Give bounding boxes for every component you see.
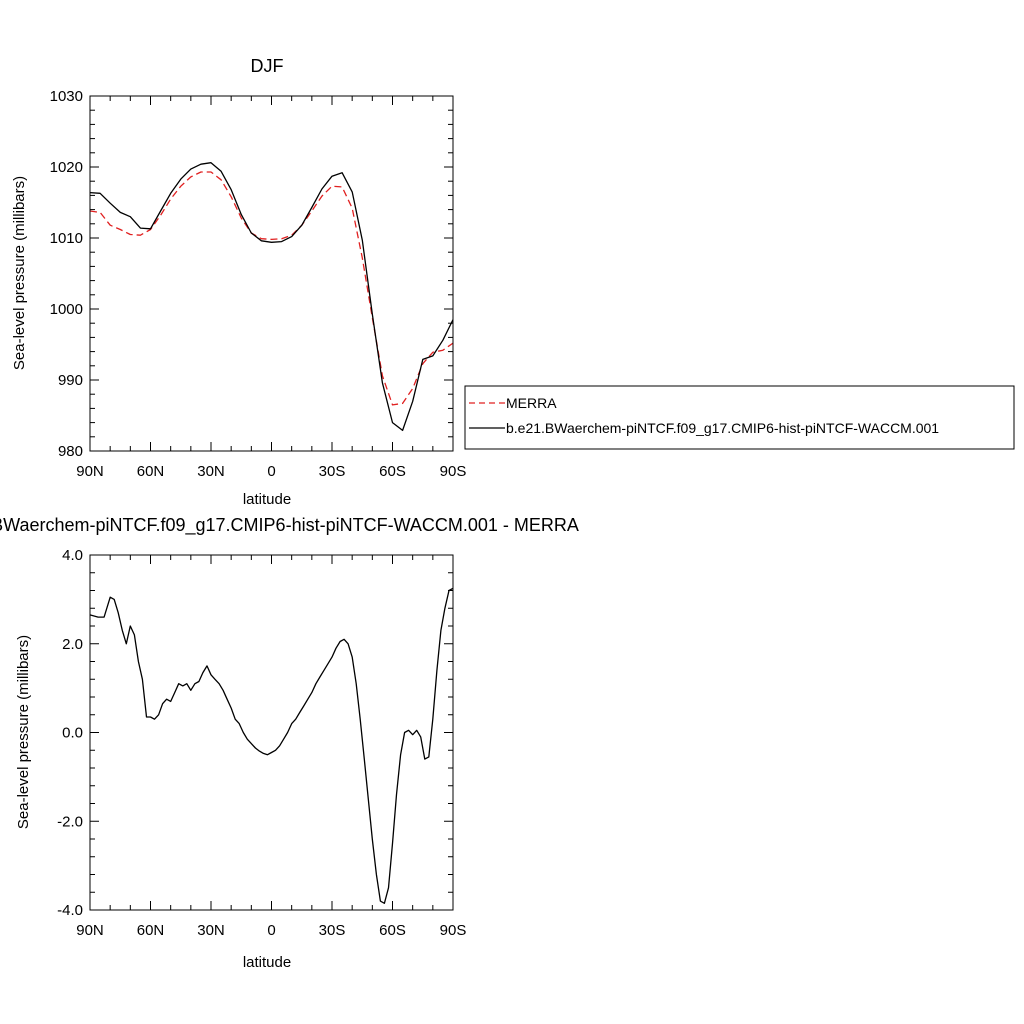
x-tick-label: 90N (76, 922, 104, 939)
x-tick-label: 30N (197, 463, 225, 480)
x-tick-label: 30S (319, 922, 346, 939)
y-tick-label: 1010 (50, 230, 83, 247)
series-lines (89, 162, 454, 432)
y-tick-label: 1030 (50, 88, 83, 105)
chart-djf: DJF Sea-level pressure (millibars) latit… (11, 56, 466, 508)
chart-title: DJF (251, 56, 284, 76)
x-tick-label: 90N (76, 463, 104, 480)
major-ticks: 90N 60N 30N 0 30S 60S 90S 4.0 2.0 0.0 -2.0 -4.0 (57, 547, 466, 939)
y-tick-label: 990 (58, 372, 83, 389)
x-axis-label: latitude (243, 491, 291, 508)
legend-box (464, 385, 1015, 450)
series-line-0 (89, 587, 454, 904)
y-tick-label: 0.0 (62, 725, 83, 742)
x-tick-label: 30N (197, 922, 225, 939)
minor-ticks (90, 96, 453, 451)
x-tick-label: 90S (440, 922, 467, 939)
minor-ticks (90, 555, 453, 910)
chart-title: b.e21.BWaerchem-piNTCF.f09_g17.CMIP6-his… (0, 515, 579, 536)
y-tick-label: 4.0 (62, 547, 83, 564)
y-tick-label: 1000 (50, 301, 83, 318)
x-tick-label: 60S (379, 463, 406, 480)
y-tick-label: 1020 (50, 159, 83, 176)
y-axis-label: Sea-level pressure (millibars) (11, 176, 28, 370)
chart-difference: b.e21.BWaerchem-piNTCF.f09_g17.CMIP6-his… (0, 515, 579, 971)
legend-entry-merra: MERRA (506, 395, 557, 411)
y-tick-label: 2.0 (62, 636, 83, 653)
x-tick-label: 0 (267, 463, 275, 480)
y-tick-label: -4.0 (57, 902, 83, 919)
series-line-0 (89, 171, 454, 406)
series-lines (89, 587, 454, 904)
y-tick-label: 980 (58, 443, 83, 460)
plot-frame (89, 554, 454, 911)
x-axis-label: latitude (243, 954, 291, 971)
y-tick-label: -2.0 (57, 813, 83, 830)
plot-frame (89, 95, 454, 452)
series-line-1 (89, 162, 454, 432)
x-tick-label: 0 (267, 922, 275, 939)
x-tick-label: 30S (319, 463, 346, 480)
y-axis-label: Sea-level pressure (millibars) (15, 635, 32, 829)
major-ticks: 90N 60N 30N 0 30S 60S 90S 1030 1020 1010 1000 990 98… (50, 88, 467, 480)
x-tick-label: 60N (137, 463, 165, 480)
legend-entry-model: b.e21.BWaerchem-piNTCF.f09_g17.CMIP6-his… (506, 420, 939, 436)
x-tick-label: 60S (379, 922, 406, 939)
x-tick-label: 60N (137, 922, 165, 939)
x-tick-label: 90S (440, 463, 467, 480)
legend: MERRA b.e21.BWaerchem-piNTCF.f09_g17.CMI… (464, 385, 1015, 450)
